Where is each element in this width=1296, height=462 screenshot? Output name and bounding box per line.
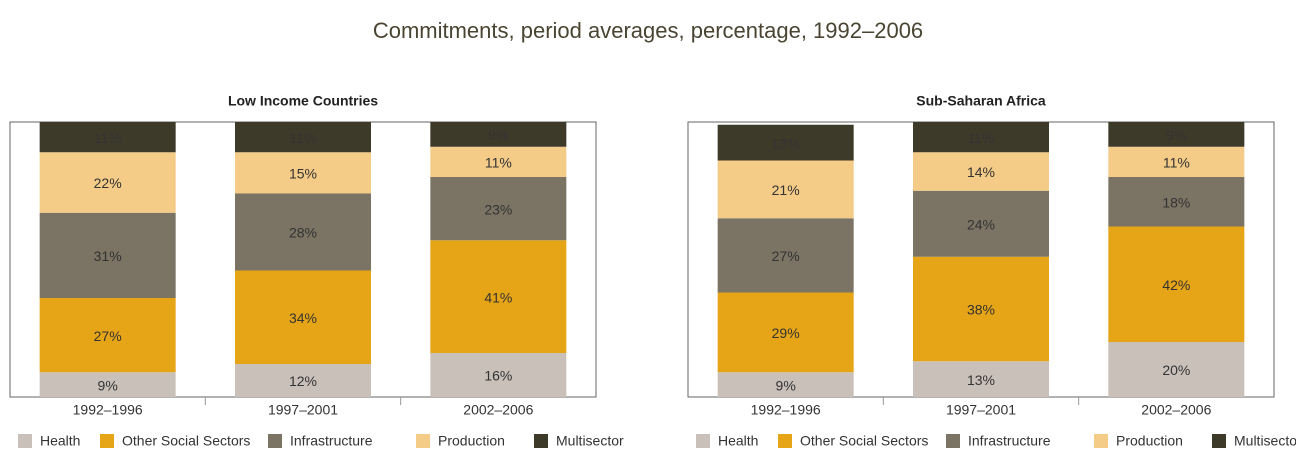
bar-segment — [1108, 226, 1245, 342]
legend-label: Infrastructure — [290, 433, 373, 449]
bar-segment — [39, 372, 176, 397]
data-label: 41% — [484, 289, 512, 305]
bar-segment — [235, 364, 371, 397]
data-label: 12% — [289, 373, 317, 389]
bar-segment — [235, 193, 371, 271]
data-label: 11% — [290, 130, 317, 146]
legend-label: Other Social Sectors — [122, 433, 250, 449]
bar-segment — [430, 177, 567, 241]
x-tick-label: 1997–2001 — [946, 402, 1016, 418]
page-title: Commitments, period averages, percentage… — [373, 18, 923, 43]
bar-segment — [717, 372, 854, 397]
legend-label: Production — [438, 433, 505, 449]
data-label: 14% — [967, 164, 995, 180]
legend-swatch — [268, 434, 282, 448]
data-label: 9% — [1166, 127, 1186, 143]
legend-label: Multisector — [556, 433, 624, 449]
chart-subtitle: Low Income Countries — [228, 93, 378, 109]
bar-segment — [235, 152, 371, 194]
bar-segment — [1108, 342, 1245, 397]
legend-label: Health — [40, 433, 80, 449]
bar-segment — [235, 270, 371, 364]
legend-swatch — [534, 434, 548, 448]
data-label: 29% — [772, 325, 800, 341]
x-tick-label: 1997–2001 — [268, 402, 338, 418]
legend-swatch — [1094, 434, 1108, 448]
bar-segment — [39, 152, 176, 213]
legend-label: Multisector — [1234, 433, 1296, 449]
bar-segment — [39, 212, 176, 298]
legend-swatch — [1212, 434, 1226, 448]
x-tick-label: 2002–2006 — [1141, 402, 1211, 418]
legend-label: Production — [1116, 433, 1183, 449]
data-label: 31% — [94, 248, 122, 264]
data-label: 9% — [488, 127, 508, 143]
legend-swatch — [100, 434, 114, 448]
bar-segment — [717, 124, 854, 161]
bar-segment — [430, 353, 567, 397]
data-label: 18% — [1162, 194, 1190, 210]
bar-segment — [1108, 122, 1245, 147]
legend-swatch — [416, 434, 430, 448]
data-label: 23% — [484, 201, 512, 217]
bar-segment — [430, 122, 567, 147]
bar-segment — [717, 292, 854, 373]
legend-swatch — [18, 434, 32, 448]
data-label: 11% — [968, 130, 995, 146]
chart-subtitle: Sub-Saharan Africa — [916, 93, 1046, 109]
data-label: 34% — [289, 310, 317, 326]
x-tick-label: 1992–1996 — [73, 402, 143, 418]
data-label: 20% — [1162, 362, 1190, 378]
data-label: 21% — [772, 182, 800, 198]
data-label: 27% — [94, 328, 122, 344]
data-label: 24% — [967, 216, 995, 232]
data-label: 15% — [289, 166, 317, 182]
bar-segment — [1108, 177, 1245, 227]
x-tick-label: 1992–1996 — [751, 402, 821, 418]
bar-segment — [1108, 146, 1245, 177]
bar-segment — [913, 190, 1049, 257]
data-label: 22% — [94, 175, 122, 191]
legend-label: Other Social Sectors — [800, 433, 928, 449]
bar-segment — [717, 160, 854, 219]
bar-segment — [430, 240, 567, 353]
legend-swatch — [946, 434, 960, 448]
legend-swatch — [696, 434, 710, 448]
bar-segment — [39, 122, 176, 153]
x-tick-label: 2002–2006 — [463, 402, 533, 418]
data-label: 13% — [772, 135, 800, 151]
bar-segment — [913, 122, 1049, 153]
data-label: 13% — [967, 372, 995, 388]
data-label: 28% — [289, 225, 317, 241]
bar-segment — [913, 152, 1049, 191]
bar-segment — [430, 146, 567, 177]
data-label: 11% — [1163, 155, 1190, 171]
legend-label: Health — [718, 433, 758, 449]
bar-segment — [717, 218, 854, 293]
legend-swatch — [778, 434, 792, 448]
data-label: 38% — [967, 302, 995, 318]
data-label: 42% — [1162, 277, 1190, 293]
data-label: 16% — [484, 368, 512, 384]
data-label: 11% — [94, 130, 121, 146]
data-label: 11% — [485, 155, 512, 171]
bar-segment — [39, 298, 176, 373]
data-label: 9% — [98, 377, 118, 393]
bar-segment — [913, 256, 1049, 362]
bar-segment — [235, 122, 371, 153]
data-label: 27% — [772, 248, 800, 264]
data-label: 9% — [776, 377, 796, 393]
bar-segment — [913, 361, 1049, 397]
legend-label: Infrastructure — [968, 433, 1051, 449]
